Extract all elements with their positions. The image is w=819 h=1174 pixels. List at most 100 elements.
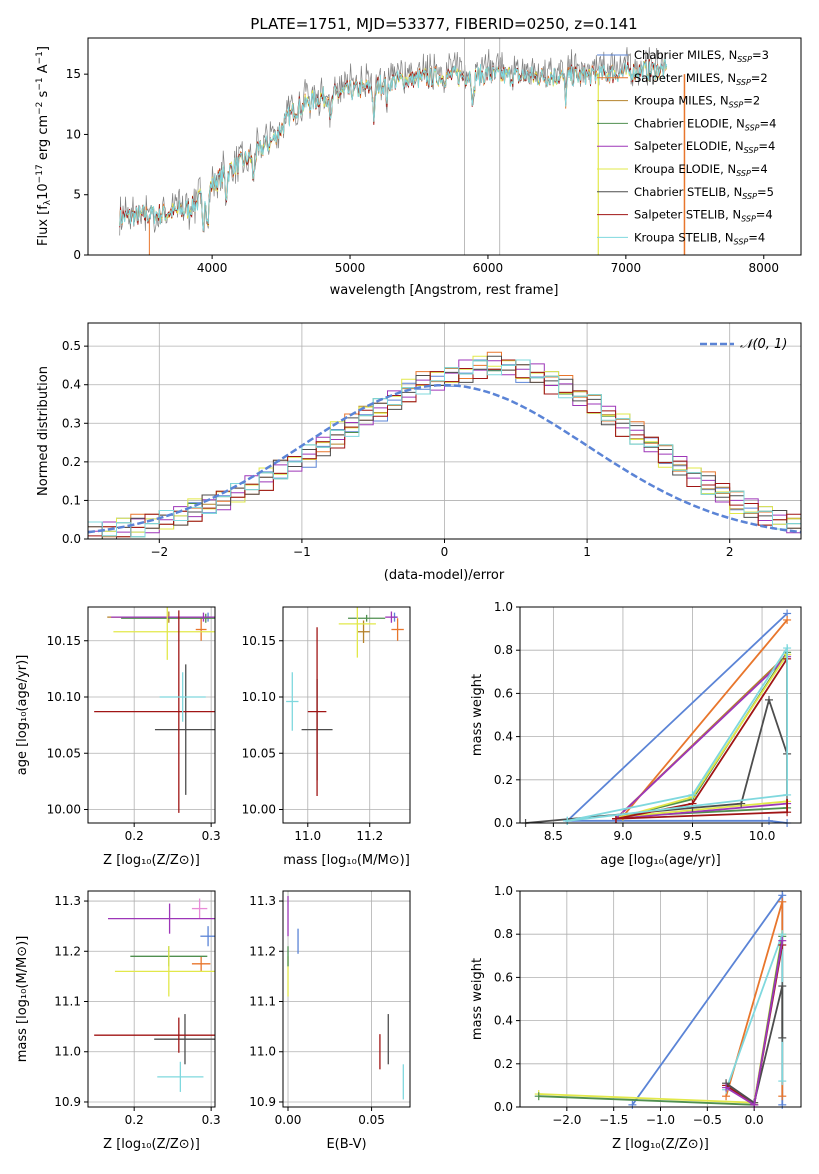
errorbar-group: [94, 898, 215, 1092]
x-tick-label: 0.05: [358, 1113, 385, 1127]
x-tick-label: 0.3: [202, 829, 221, 843]
y-tick-label: 10.15: [242, 634, 276, 648]
x-tick-label: 7000: [611, 261, 642, 275]
y-tick-label: 0.3: [62, 416, 81, 430]
x-axis-label: age [log₁₀(age/yr)]: [600, 853, 721, 868]
y-tick-label: 0.4: [494, 1014, 513, 1028]
plot-frame: [87, 606, 216, 824]
y-tick-label: 10.15: [47, 634, 81, 648]
x-tick-label: 9.0: [613, 829, 632, 843]
legend-label: Chabrier MILES, NSSP=3: [634, 48, 769, 64]
y-tick-label: 0.5: [62, 339, 81, 353]
x-tick-label: 11.2: [356, 829, 383, 843]
y-tick-label: 10.9: [249, 1095, 276, 1109]
x-tick-label: 2: [726, 545, 734, 559]
x-tick-label: −1.5: [599, 1113, 628, 1127]
y-tick-label: 11.2: [54, 944, 81, 958]
age-vs-mass-panel: 11.0 11.2 10.00 10.05 10.10 10.15 mass [log₁₀(…: [242, 606, 411, 868]
y-tick-label: 0.2: [62, 455, 81, 469]
x-axis-label: Z [log₁₀(Z/Z⊙)]: [103, 853, 200, 868]
errorbar-group: [287, 896, 404, 1100]
y-tick-label: 5: [73, 188, 81, 202]
plot-frame: [519, 606, 802, 824]
x-tick-label: −1: [293, 545, 311, 559]
legend-label: Chabrier ELODIE, NSSP=4: [634, 116, 776, 132]
age-vs-metallicity-panel: 0.2 0.3 10.00 10.05 10.10 10.15 Z [log₁₀(Z/Z⊙)…: [15, 606, 221, 868]
y-tick-label: 0.6: [494, 686, 513, 700]
y-tick-label: 11.2: [249, 944, 276, 958]
x-tick-label: 0.0: [745, 1113, 764, 1127]
massweight-vs-metallicity-panel: −2.0 −1.5 −1.0 −0.5 0.0 0.0 0.2 0.4 0.6 0.8 1.0 Z […: [470, 884, 802, 1152]
y-tick-label: 1.0: [494, 600, 513, 614]
y-tick-label: 0.4: [494, 730, 513, 744]
x-tick-label: 8.5: [544, 829, 563, 843]
y-tick-label: 10.10: [242, 690, 276, 704]
mass-weight-line: [725, 985, 784, 1105]
x-tick-label: 4000: [197, 261, 228, 275]
y-tick-label: 0.0: [494, 816, 513, 830]
x-tick-label: 0.3: [202, 1113, 221, 1127]
y-axis-label: mass weight: [470, 674, 485, 756]
y-tick-label: 0.8: [494, 927, 513, 941]
y-tick-label: 11.0: [249, 1045, 276, 1059]
model-spectrum-line: [119, 58, 668, 232]
y-tick-label: 11.0: [54, 1045, 81, 1059]
x-tick-label: −2: [150, 545, 168, 559]
y-tick-label: 0: [73, 248, 81, 262]
x-tick-label: 10.0: [749, 829, 776, 843]
x-tick-label: 11.0: [294, 829, 321, 843]
plot-frame: [282, 606, 411, 824]
legend-label: Salpeter STELIB, NSSP=4: [634, 208, 773, 224]
x-tick-label: 1: [583, 545, 591, 559]
errorbar-group: [94, 607, 215, 813]
x-tick-label: 5000: [335, 261, 366, 275]
y-tick-label: 0.1: [62, 493, 81, 507]
y-axis-label: age [log₁₀(age/yr)]: [15, 655, 30, 776]
y-tick-label: 11.3: [249, 894, 276, 908]
plot-frame: [87, 890, 216, 1108]
x-tick-label: −2.0: [552, 1113, 581, 1127]
x-tick-label: −1.0: [646, 1113, 675, 1127]
legend-label: Salpeter ELODIE, NSSP=4: [634, 139, 775, 155]
plot-frame: [282, 890, 411, 1108]
x-tick-label: 0.00: [275, 1113, 302, 1127]
gaussian-curve: [87, 383, 802, 534]
y-tick-label: 11.3: [54, 894, 81, 908]
mass-vs-ebv-panel: 0.00 0.05 10.9 11.0 11.1 11.2 11.3 E(B-V): [249, 890, 411, 1152]
residual-histogram-panel: −2 −1 0 1 2 0.0 0.1 0.2 0.3 0.4 0.5 (data-model)/e…: [36, 322, 802, 583]
massweight-vs-age-panel: 8.5 9.0 9.5 10.0 0.0 0.2 0.4 0.6 0.8 1.0 age [log₁…: [470, 600, 802, 868]
histogram-series-kroupa_stelib: [88, 359, 801, 538]
spectrum-panel: PLATE=1751, MJD=53377, FIBERID=0250, z=0…: [35, 15, 802, 298]
y-tick-label: 10.05: [47, 746, 81, 760]
x-tick-label: 0.2: [125, 829, 144, 843]
y-tick-label: 11.1: [249, 995, 276, 1009]
y-tick-label: 0.8: [494, 643, 513, 657]
y-tick-label: 10: [66, 127, 81, 141]
y-tick-label: 0.2: [494, 1057, 513, 1071]
y-tick-label: 10.05: [242, 746, 276, 760]
y-tick-label: 0.4: [62, 378, 81, 392]
histogram-ylabel: Normed distribution: [36, 366, 51, 496]
y-tick-label: 10.00: [47, 803, 81, 817]
spectrum-title: PLATE=1751, MJD=53377, FIBERID=0250, z=0…: [250, 15, 637, 33]
y-tick-label: 10.9: [54, 1095, 81, 1109]
errorbar-group: [286, 607, 404, 796]
x-axis-label: Z [log₁₀(Z/Z⊙)]: [103, 1137, 200, 1152]
spectrum-ylabel: Flux [fλ10−17 erg cm−2 s−1 A−1]: [35, 46, 53, 246]
y-tick-label: 15: [66, 67, 81, 81]
y-axis-label: mass [log₁₀(M/M⊙)]: [15, 936, 30, 1063]
x-axis-label: mass [log₁₀(M/M⊙)]: [283, 853, 410, 868]
legend-label: Kroupa STELIB, NSSP=4: [634, 230, 765, 246]
y-tick-label: 11.1: [54, 995, 81, 1009]
x-tick-label: 0.2: [125, 1113, 144, 1127]
legend-label: Chabrier STELIB, NSSP=5: [634, 185, 774, 201]
histogram-steps: [87, 351, 802, 540]
x-tick-label: 0: [441, 545, 449, 559]
legend-label: Kroupa MILES, NSSP=2: [634, 94, 760, 110]
y-axis-label: mass weight: [470, 958, 485, 1040]
x-tick-label: 9.5: [683, 829, 702, 843]
legend-label: Kroupa ELODIE, NSSP=4: [634, 162, 768, 178]
x-tick-label: 6000: [473, 261, 504, 275]
y-tick-label: 10.10: [47, 690, 81, 704]
